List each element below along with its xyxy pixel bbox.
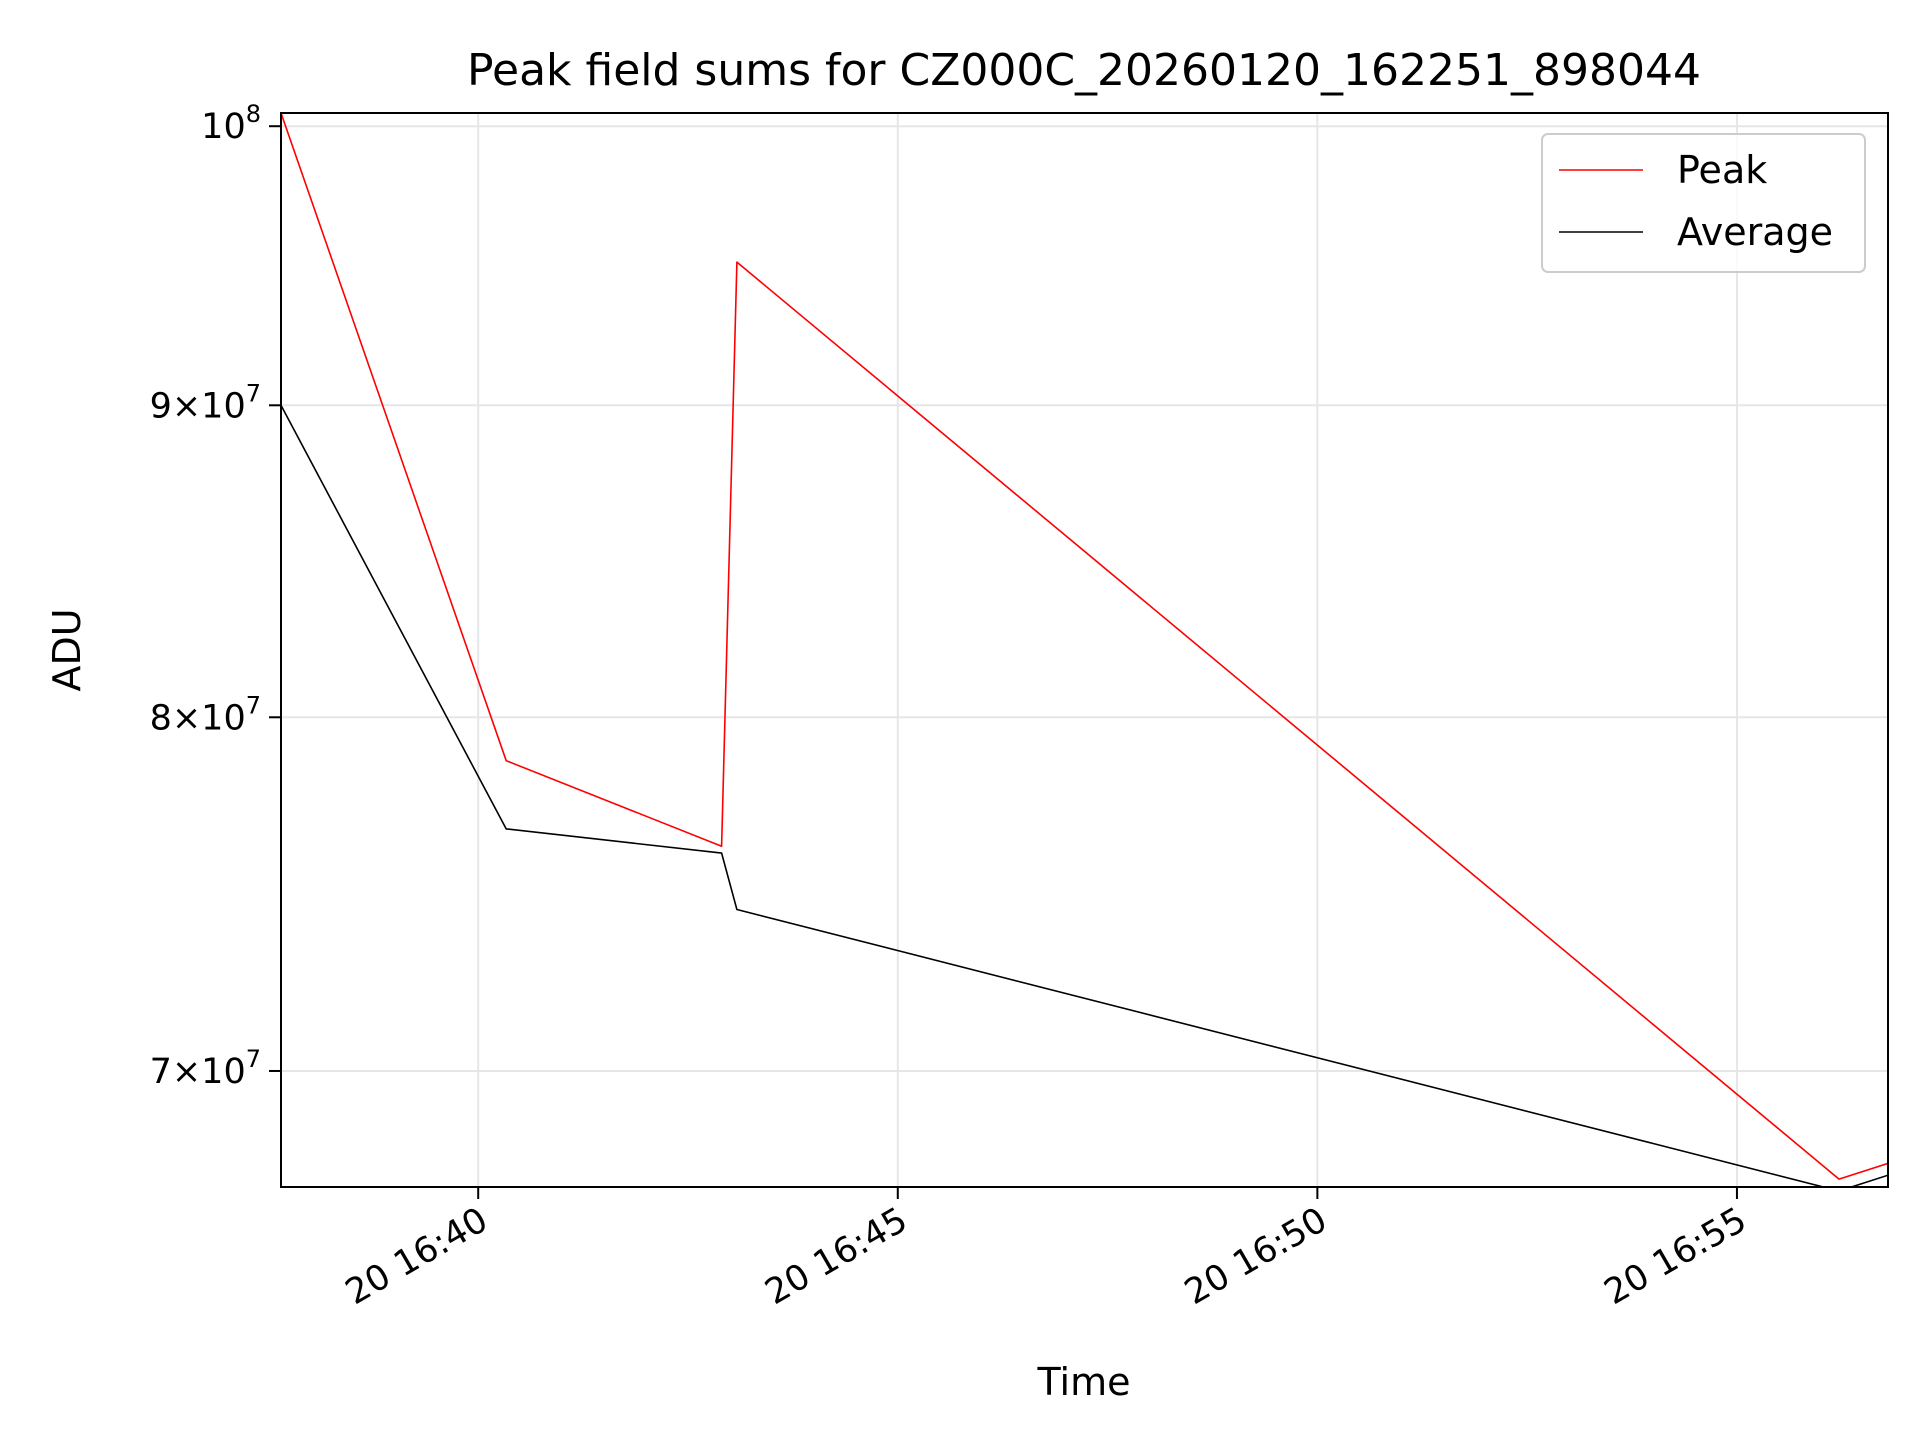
- legend-label-average: Average: [1677, 210, 1833, 254]
- legend: Peak Average: [1541, 133, 1866, 273]
- x-axis-label: Time: [1037, 1360, 1131, 1404]
- y-ticks: 108 9×107 8×107 7×107: [150, 100, 281, 1092]
- y-tick-label: 108: [201, 100, 261, 147]
- chart-title: Peak field sums for CZ000C_20260120_1622…: [467, 45, 1701, 96]
- series-line-peak: [281, 113, 1888, 1180]
- legend-box: [1541, 133, 1866, 273]
- y-tick-label: 9×107: [150, 379, 261, 426]
- grid-lines: [281, 113, 1888, 1187]
- plot-series: [281, 113, 1888, 1187]
- y-tick-label: 8×107: [150, 691, 261, 738]
- y-axis-label: ADU: [45, 608, 89, 691]
- plot-frame: [280, 112, 1889, 1188]
- series-line-average: [281, 404, 1888, 1187]
- y-tick-label: 7×107: [150, 1045, 261, 1092]
- legend-label-peak: Peak: [1677, 148, 1767, 192]
